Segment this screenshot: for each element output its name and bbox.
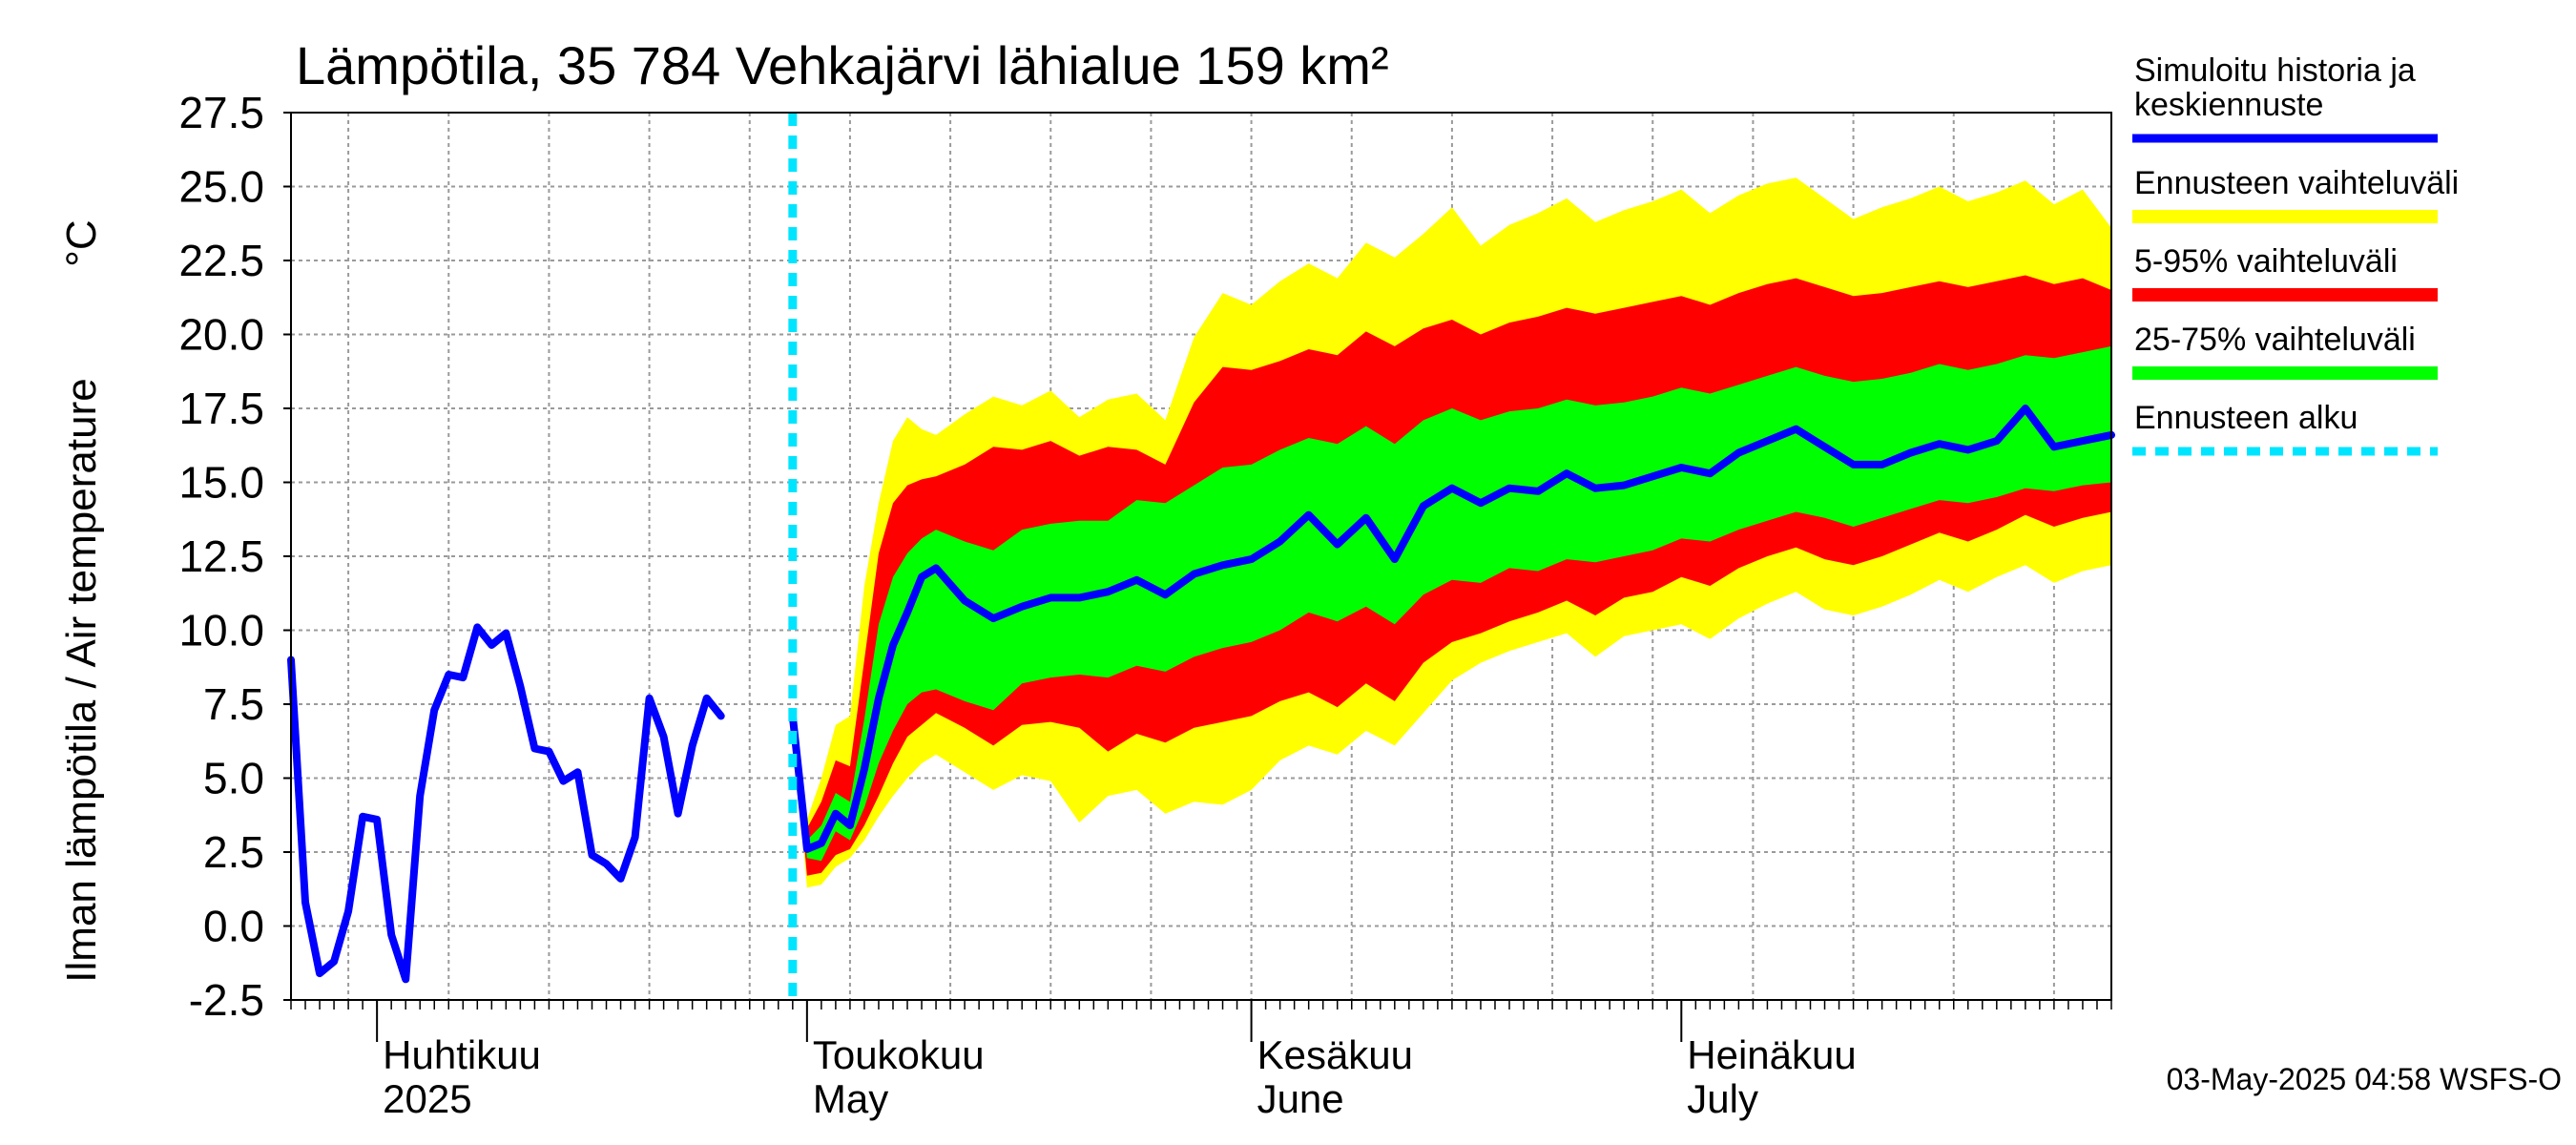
y-axis-label: Ilman lämpötila / Air temperature — [58, 378, 105, 982]
y-axis-unit: °C — [58, 219, 105, 266]
legend-label: Simuloitu historia ja — [2134, 52, 2416, 89]
legend-label: keskiennuste — [2134, 87, 2323, 123]
x-month-label-fi: Toukokuu — [813, 1032, 985, 1077]
legend-label: 25-75% vaihteluväli — [2134, 322, 2416, 358]
series-lines — [287, 113, 2115, 1000]
axes: 27.5 25.0 22.5 20.0 17.5 15.0 12.5 10.0 7.5 5.0 2.… — [178, 88, 2112, 1121]
y-tick-label: 15.0 — [178, 458, 264, 508]
y-tick-label: 10.0 — [178, 606, 264, 656]
timestamp-label: 03-May-2025 04:58 WSFS-O — [2167, 1062, 2562, 1096]
forecast-bands — [792, 177, 2111, 888]
forecast-mean-line — [788, 405, 2115, 853]
x-month-label-fi: Heinäkuu — [1687, 1032, 1856, 1077]
x-month-label-en: 2025 — [383, 1076, 471, 1121]
y-tick-label: 7.5 — [203, 679, 264, 729]
y-tick-label: 2.5 — [203, 827, 264, 877]
y-tick-label: 20.0 — [178, 310, 264, 360]
history-line — [287, 623, 725, 984]
x-month-label-en: July — [1687, 1076, 1758, 1121]
y-tick-label: 25.0 — [178, 162, 264, 212]
x-month-label-fi: Huhtikuu — [383, 1032, 541, 1077]
chart-title: Lämpötila, 35 784 Vehkajärvi lähialue 15… — [296, 35, 1389, 95]
legend-label: Ennusteen alku — [2134, 400, 2358, 436]
band-25-75 — [792, 345, 2111, 862]
y-tick-label: 22.5 — [178, 236, 264, 285]
plot-frame — [290, 112, 2112, 1001]
legend-label: Ennusteen vaihteluväli — [2134, 165, 2459, 201]
y-tick-label: 0.0 — [203, 902, 264, 951]
y-tick-label: 12.5 — [178, 531, 264, 581]
legend-label: 5-95% vaihteluväli — [2134, 243, 2398, 280]
y-tick-label: -2.5 — [189, 975, 264, 1025]
x-month-label-en: June — [1257, 1076, 1344, 1121]
x-month-label-en: May — [813, 1076, 888, 1121]
y-tick-label: 5.0 — [203, 754, 264, 803]
x-month-label-fi: Kesäkuu — [1257, 1032, 1413, 1077]
y-tick-label: 17.5 — [178, 384, 264, 433]
y-tick-label: 27.5 — [178, 88, 264, 137]
